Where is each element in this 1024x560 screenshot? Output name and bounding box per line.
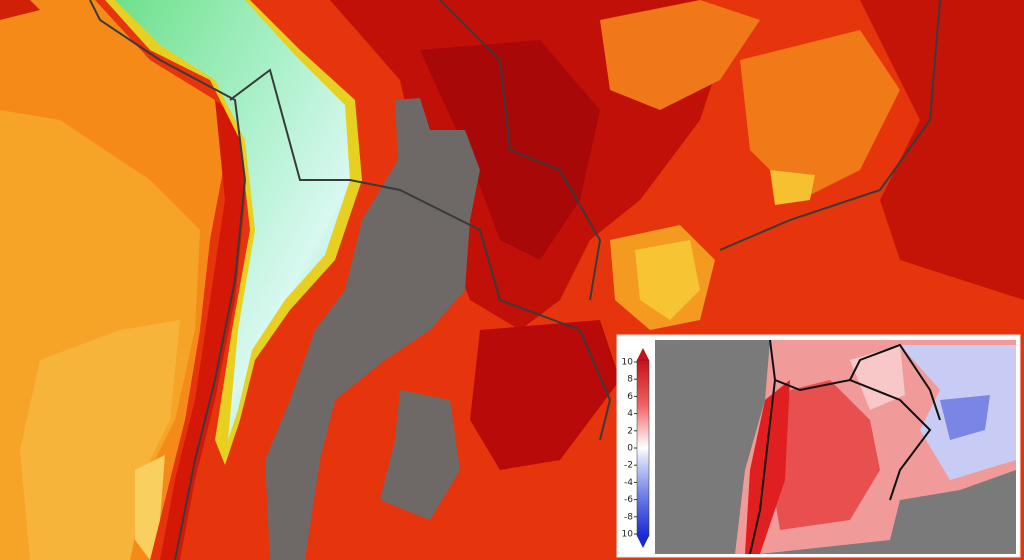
colorbar-ticks: 10 8 6 4 2 0 -2 -4 -6 -8 10	[622, 358, 637, 540]
inset-hot	[745, 380, 790, 554]
borders	[89, 0, 941, 560]
colorbar	[636, 359, 650, 537]
colorbar-label: 2	[627, 426, 633, 436]
colorbar-label: -2	[624, 461, 633, 471]
warm-patch	[740, 30, 900, 200]
inset-warm	[770, 380, 880, 530]
andes-cold	[115, 0, 350, 440]
border	[749, 379, 776, 555]
border	[229, 68, 612, 441]
colorbar-label: -6	[624, 495, 633, 505]
border	[439, 0, 602, 301]
inset-borders	[749, 339, 941, 555]
colorbar-label: -4	[624, 478, 633, 488]
cool-patch	[770, 170, 815, 205]
colorbar-label: 10	[622, 530, 634, 540]
inset-mild	[850, 345, 905, 410]
ocean-yellow	[135, 455, 165, 560]
land-mask	[265, 98, 480, 560]
colorbar-label: 6	[627, 392, 633, 402]
border	[849, 343, 941, 421]
cool-patch	[635, 240, 700, 320]
coast-strip	[160, 100, 245, 560]
colorbar-label: 4	[627, 409, 633, 419]
colorbar-label: 0	[627, 444, 633, 454]
colorbar-label: 8	[627, 375, 633, 385]
coastline	[89, 0, 247, 560]
colorbar-arrow-up	[637, 348, 649, 360]
colorbar-arrow-down	[637, 536, 649, 548]
warm-patch	[600, 0, 760, 110]
border	[769, 339, 932, 501]
colorbar-label: 10	[622, 358, 634, 368]
colorbar-label: -8	[624, 512, 633, 522]
inset-cold	[940, 395, 990, 440]
hot-region-east	[860, 0, 1024, 300]
corner	[0, 0, 40, 20]
inset: 10 8 6 4 2 0 -2 -4 -6 -8 10	[616, 334, 1021, 558]
land-mask	[380, 390, 460, 520]
border	[719, 0, 941, 251]
hot-region	[470, 320, 620, 470]
